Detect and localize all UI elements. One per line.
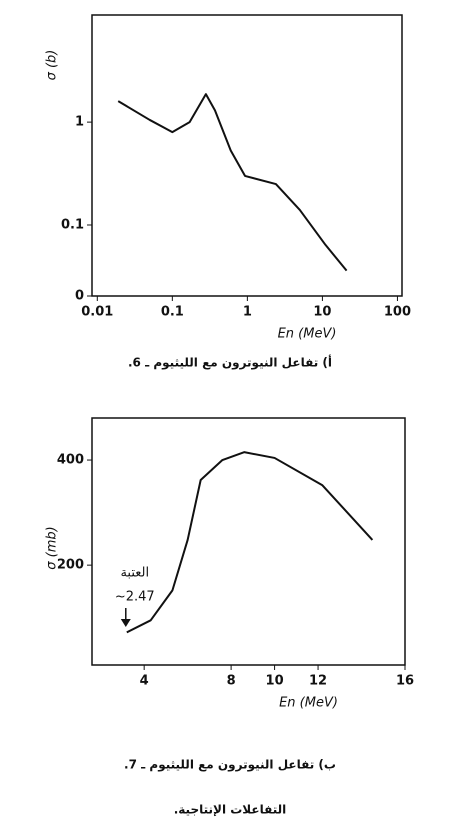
curve [117,93,348,272]
x-tick-label: 16 [396,674,414,689]
arrow-head [120,619,131,627]
x-axis-label: En (MeV) [279,696,338,711]
x-tick-label: 12 [309,674,327,689]
x-tick-label: 1 [243,305,252,320]
x-tick-label: 0.1 [161,305,184,320]
plot-frame [91,14,403,297]
caption: أ) تفاعل النيوترون مع الليثيوم ـ 6. [128,355,332,371]
y-tick-label: 1 [75,115,84,130]
caption: ب) تفاعل النيوترون مع الليثيوم ـ 7. [124,758,336,773]
annotation: ~2.47 [115,590,155,605]
footer: التفاعلات الإنتاجية. [174,803,287,817]
plot-frame [91,417,406,666]
y-axis-label: σ (b) [45,50,60,81]
x-tick-label: 10 [313,305,331,320]
y-tick-label: 400 [57,453,84,468]
y-axis-label: σ (mb) [45,526,60,569]
x-tick-label: 10 [266,674,284,689]
curve [126,451,374,634]
y-tick-label: 0.1 [61,217,84,232]
x-tick-label: 0.01 [81,305,113,320]
x-axis-label: En (MeV) [278,327,337,342]
annotation: العتبة [120,566,149,581]
x-tick-label: 8 [227,674,236,689]
x-tick-label: 100 [384,305,411,320]
y-tick-label: 200 [57,558,84,573]
x-tick-label: 4 [140,674,149,689]
y-tick-label: 0 [75,289,84,304]
